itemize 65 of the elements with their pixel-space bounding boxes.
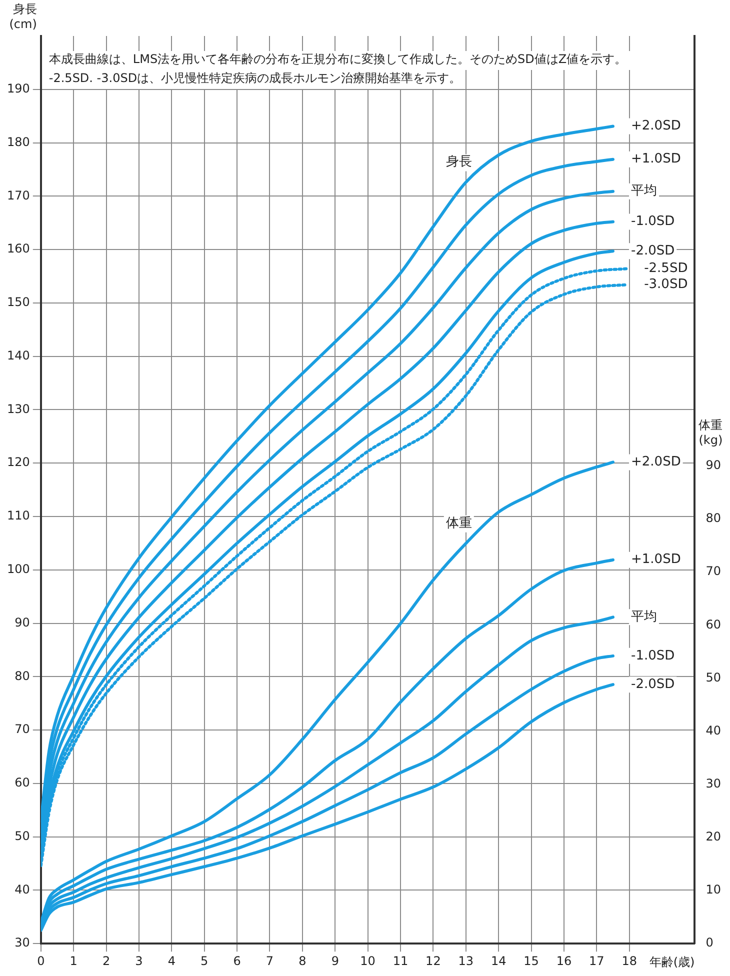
y-tick-label: 130 [7, 402, 30, 416]
x-tick-label: 15 [524, 954, 539, 968]
series-label: +1.0SD [631, 552, 681, 568]
annotation: -2.5SD. -3.0SDは、小児慢性特定疾病の成長ホルモン治療開始基準を示す。 [48, 71, 462, 86]
x-tick-label: 7 [266, 954, 274, 968]
y-tick-label: 40 [14, 882, 30, 896]
y-tick-label: 140 [7, 348, 30, 362]
series-label: -1.0SD [631, 648, 675, 664]
y2-tick-label: 50 [706, 670, 722, 684]
annotation: 体重 [446, 516, 472, 531]
x-tick-label: 8 [298, 954, 306, 968]
x-tick-label: 5 [200, 954, 208, 968]
series-label: +2.0SD [631, 454, 681, 470]
y2-tick-label: 70 [706, 564, 722, 578]
y2-tick-label: 20 [706, 830, 722, 844]
y2-tick-label: 90 [706, 458, 722, 472]
y2-tick-label: 60 [706, 617, 722, 632]
annotation: 身長 [446, 154, 472, 170]
y-tick-label: 180 [7, 134, 30, 149]
series-label: -1.0SD [631, 214, 675, 230]
x-tick-label: 14 [490, 954, 506, 968]
x-tick-label: 3 [135, 954, 143, 968]
y-tick-label: 90 [14, 615, 30, 630]
x-tick-label: 0 [37, 954, 45, 968]
x-tick-label: 12 [426, 954, 441, 968]
y2-axis-title: 体重(kg) [698, 418, 723, 448]
y-tick-label: 70 [14, 722, 30, 736]
x-tick-label: 9 [331, 954, 339, 968]
y2-tick-label: 80 [706, 511, 722, 526]
x-tick-label: 4 [168, 954, 176, 968]
series-label: +2.0SD [631, 118, 681, 134]
x-tick-label: 1 [70, 954, 78, 968]
y2-tick-label: 30 [706, 776, 722, 790]
series-label: -2.5SD [644, 261, 688, 276]
y-tick-label: 120 [7, 455, 30, 470]
x-tick-label: 18 [622, 954, 637, 968]
y-tick-label: 190 [7, 82, 30, 96]
series-label: 平均 [631, 610, 657, 625]
x-tick-label: 13 [458, 954, 474, 968]
y-tick-label: 100 [7, 562, 30, 576]
y-tick-label: 30 [14, 936, 30, 950]
y-tick-label: 80 [14, 668, 30, 683]
y2-tick-label: 10 [706, 882, 722, 897]
series-label: 平均 [631, 184, 657, 199]
x-tick-label: 10 [360, 954, 376, 968]
x-tick-label: 17 [589, 954, 604, 968]
y2-tick-label: 40 [706, 723, 722, 738]
y-tick-label: 50 [14, 828, 30, 843]
x-tick-label: 6 [233, 954, 241, 968]
series-label: -2.0SD [631, 676, 675, 692]
x-tick-label: 16 [556, 954, 572, 968]
y-tick-label: 170 [7, 188, 30, 202]
y-tick-label: 60 [14, 776, 30, 790]
y-tick-label: 110 [7, 508, 30, 523]
x-tick-label: 2 [102, 954, 110, 968]
series-label: -2.0SD [631, 244, 675, 259]
series-label: +1.0SD [631, 152, 681, 167]
series-label: -3.0SD [644, 277, 688, 292]
y-tick-label: 150 [7, 295, 30, 310]
y-tick-label: 160 [7, 242, 30, 256]
y2-tick-label: 0 [706, 936, 714, 950]
x-axis-title: 年齢(歳) [649, 955, 695, 970]
y-axis-title: 身長(cm) [9, 2, 37, 32]
annotation: 本成長曲線は、LMS法を用いて各年齢の分布を正規分布に変換して作成した。そのためSD値はZ値を示す。 [48, 52, 627, 66]
x-tick-label: 11 [392, 954, 408, 968]
